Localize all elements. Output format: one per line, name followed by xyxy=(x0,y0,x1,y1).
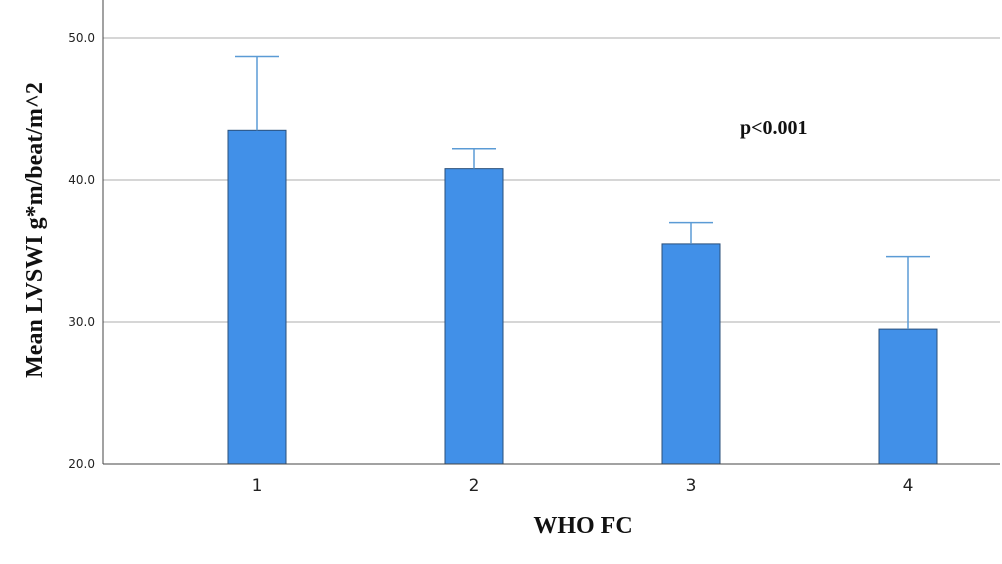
bar-1 xyxy=(227,129,287,465)
y-tick-label-50: 50.0 xyxy=(68,31,95,45)
x-tick-label-4: 4 xyxy=(903,476,914,496)
y-tick-label-40: 40.0 xyxy=(68,173,95,187)
axes xyxy=(102,0,1000,465)
x-tick-labels: 1 2 3 4 xyxy=(252,476,914,496)
x-axis-title: WHO FC xyxy=(533,513,632,539)
bar-4 xyxy=(878,328,938,465)
bars xyxy=(227,129,938,465)
x-tick-label-3: 3 xyxy=(686,476,697,496)
p-value-annotation: p<0.001 xyxy=(740,117,808,139)
error-bars xyxy=(235,55,930,330)
y-tick-labels: 20.0 30.0 40.0 50.0 xyxy=(68,31,95,471)
y-tick-label-30: 30.0 xyxy=(68,315,95,329)
bar-2 xyxy=(444,168,504,465)
x-tick-label-2: 2 xyxy=(469,476,480,496)
y-axis-title: Mean LVSWI g*m/beat/m^2 xyxy=(22,82,48,378)
y-tick-label-20: 20.0 xyxy=(68,457,95,471)
x-tick-label-1: 1 xyxy=(252,476,263,496)
bar-3 xyxy=(661,243,721,465)
